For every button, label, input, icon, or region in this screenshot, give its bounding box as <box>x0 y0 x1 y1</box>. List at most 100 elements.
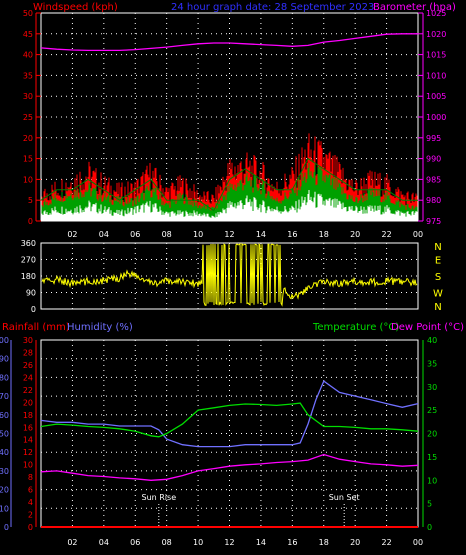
humidity-line <box>40 380 419 448</box>
wind-y-tick: 40 <box>23 51 33 60</box>
barometer-axis-title: Barometer (hpa) <box>373 2 456 13</box>
humidity-y-tick: 100 <box>0 336 9 345</box>
wind-panel-x-tick: 04 <box>99 230 109 239</box>
rain-y-tick: 0 <box>28 523 33 532</box>
wind-panel-x-tick: 18 <box>319 230 329 239</box>
rain-y-tick: 18 <box>23 411 33 420</box>
baro-y-tick: 1010 <box>426 71 446 80</box>
rain-y-tick: 16 <box>23 423 33 432</box>
temp-panel-x-tick: 12 <box>224 538 234 547</box>
chart-title: 24 hour graph date: 28 September 2023 <box>171 2 375 13</box>
temp-y-tick: 30 <box>427 383 437 392</box>
humidity-y-tick: 40 <box>0 448 9 457</box>
rainfall-axis-title: Rainfall (mm) <box>2 322 70 333</box>
wind-panel-x-tick: 10 <box>193 230 203 239</box>
wind-y-tick: 35 <box>23 71 33 80</box>
temp-y-tick: 5 <box>427 500 432 509</box>
temp-panel-x-tick: 14 <box>256 538 266 547</box>
rain-y-tick: 10 <box>23 461 33 470</box>
wind-y-tick: 5 <box>28 196 33 205</box>
rain-y-tick: 30 <box>23 336 33 345</box>
humidity-y-tick: 80 <box>0 373 9 382</box>
baro-y-tick: 995 <box>426 134 441 143</box>
wind-average-line <box>40 157 418 212</box>
temp-panel-x-tick: 02 <box>67 538 77 547</box>
temp-y-tick: 0 <box>427 523 432 532</box>
temp-panel-x-tick: 04 <box>99 538 109 547</box>
baro-y-tick: 1000 <box>426 113 446 122</box>
compass-label: S <box>435 272 441 283</box>
wind-y-tick: 30 <box>23 92 33 101</box>
direction-y-tick: 270 <box>21 256 36 265</box>
temp-y-tick: 10 <box>427 476 437 485</box>
windspeed-axis-title: Windspeed (kph) <box>33 2 118 13</box>
dewpoint-axis-title: Dew Point (°C) <box>391 322 465 333</box>
rain-y-tick: 20 <box>23 398 33 407</box>
humidity-y-tick: 0 <box>4 523 9 532</box>
humidity-y-tick: 50 <box>0 430 9 439</box>
temp-panel-x-tick: 16 <box>287 538 297 547</box>
rain-y-tick: 26 <box>23 361 33 370</box>
wind-panel-x-tick: 22 <box>381 230 391 239</box>
direction-y-tick: 90 <box>26 289 36 298</box>
direction-y-tick: 360 <box>21 239 36 248</box>
sun-annotation: Sun Set <box>329 493 360 502</box>
humidity-axis-title: Humidity (%) <box>67 322 133 333</box>
humidity-y-tick: 90 <box>0 355 9 364</box>
rain-y-tick: 28 <box>23 348 33 357</box>
direction-y-tick: 0 <box>31 305 36 314</box>
temp-y-tick: 15 <box>427 453 437 462</box>
baro-y-tick: 985 <box>426 175 441 184</box>
temp-panel-x-tick: 18 <box>319 538 329 547</box>
baro-y-tick: 975 <box>426 217 441 226</box>
temperature-line <box>40 402 419 438</box>
temp-y-tick: 20 <box>427 430 437 439</box>
temp-panel-x-tick: 06 <box>130 538 140 547</box>
wind-y-tick: 10 <box>23 175 33 184</box>
rain-y-tick: 8 <box>28 473 33 482</box>
rain-y-tick: 12 <box>23 448 33 457</box>
wind-panel-x-tick: 06 <box>130 230 140 239</box>
baro-y-tick: 1015 <box>426 51 446 60</box>
wind-y-tick: 15 <box>23 155 33 164</box>
rain-y-tick: 2 <box>28 511 33 520</box>
barometer-line <box>40 33 418 52</box>
compass-label: W <box>433 289 443 300</box>
wind-y-tick: 25 <box>23 113 33 122</box>
wind-panel-x-tick: 14 <box>256 230 266 239</box>
baro-y-tick: 1020 <box>426 30 446 39</box>
rain-y-tick: 6 <box>28 486 33 495</box>
rain-y-tick: 22 <box>23 386 33 395</box>
temp-panel-x-tick: 08 <box>162 538 172 547</box>
compass-label: E <box>435 256 441 267</box>
temp-panel-x-tick: 10 <box>193 538 203 547</box>
wind-panel-x-tick: 12 <box>224 230 234 239</box>
temp-panel-x-tick: 00 <box>413 538 423 547</box>
wind-direction-line <box>41 242 418 307</box>
sun-annotation: Sun Rise <box>141 493 176 502</box>
wind-y-tick: 20 <box>23 134 33 143</box>
baro-y-tick: 1005 <box>426 92 446 101</box>
humidity-y-tick: 30 <box>0 467 9 476</box>
temp-y-tick: 40 <box>427 336 437 345</box>
wind-panel-x-tick: 02 <box>67 230 77 239</box>
baro-y-tick: 1025 <box>426 9 446 18</box>
humidity-y-tick: 20 <box>0 486 9 495</box>
temp-y-tick: 25 <box>427 406 437 415</box>
wind-panel-x-tick: 20 <box>350 230 360 239</box>
humidity-y-tick: 70 <box>0 392 9 401</box>
wind-y-tick: 0 <box>28 217 33 226</box>
humidity-y-tick: 10 <box>0 504 9 513</box>
wind-y-tick: 50 <box>23 9 33 18</box>
temp-panel-x-tick: 20 <box>350 538 360 547</box>
wind-y-tick: 45 <box>23 30 33 39</box>
compass-label: N <box>434 302 441 313</box>
dewpoint-line <box>40 453 419 481</box>
wind-panel-x-tick: 00 <box>413 230 423 239</box>
temp-panel-x-tick: 22 <box>381 538 391 547</box>
rain-y-tick: 4 <box>28 498 33 507</box>
compass-label: N <box>434 242 441 253</box>
wind-panel-x-tick: 16 <box>287 230 297 239</box>
